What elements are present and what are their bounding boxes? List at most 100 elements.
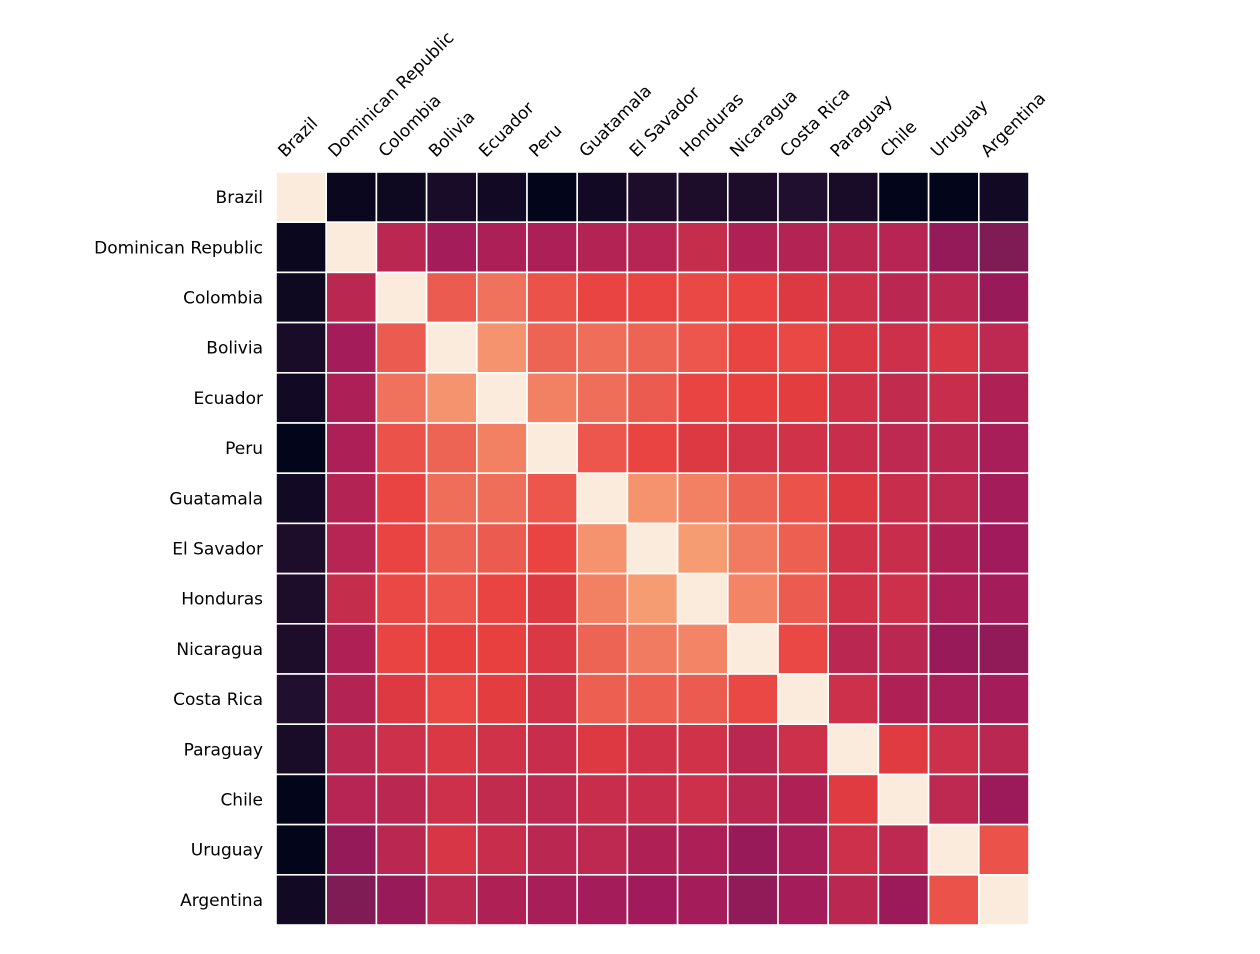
heatmap-cell bbox=[626, 572, 679, 625]
heatmap-cell bbox=[475, 723, 528, 776]
heatmap-cell bbox=[927, 221, 980, 274]
heatmap-cell bbox=[425, 723, 478, 776]
heatmap-cell bbox=[425, 622, 478, 675]
y-tick-label: Ecuador bbox=[194, 389, 263, 409]
heatmap-cell bbox=[475, 472, 528, 525]
heatmap-cell bbox=[475, 673, 528, 726]
heatmap-cell bbox=[626, 321, 679, 374]
heatmap-cell bbox=[726, 572, 779, 625]
heatmap-cell bbox=[576, 422, 629, 475]
heatmap-cell bbox=[375, 572, 428, 625]
heatmap-cell bbox=[777, 171, 830, 224]
heatmap-cell bbox=[827, 422, 880, 475]
y-tick-label: Uruguay bbox=[191, 841, 263, 861]
heatmap-cell bbox=[777, 873, 830, 926]
heatmap-cell bbox=[927, 622, 980, 675]
heatmap-cell bbox=[325, 271, 378, 324]
heatmap-cell bbox=[877, 673, 930, 726]
heatmap-cell bbox=[777, 321, 830, 374]
heatmap-cell bbox=[475, 773, 528, 826]
heatmap-cell bbox=[927, 371, 980, 424]
heatmap-cell bbox=[576, 873, 629, 926]
heatmap-cell bbox=[676, 522, 729, 575]
heatmap-cell bbox=[827, 572, 880, 625]
heatmap-cell bbox=[475, 171, 528, 224]
heatmap-cell bbox=[475, 271, 528, 324]
y-tick-label: Guatamala bbox=[169, 489, 263, 509]
heatmap-cell bbox=[626, 823, 679, 876]
heatmap-cell bbox=[576, 171, 629, 224]
heatmap-cell bbox=[726, 522, 779, 575]
heatmap-cell bbox=[927, 873, 980, 926]
heatmap-cell bbox=[275, 271, 328, 324]
heatmap-cell bbox=[827, 271, 880, 324]
heatmap-cell bbox=[877, 472, 930, 525]
heatmap-cell bbox=[827, 171, 880, 224]
heatmap-cell bbox=[777, 221, 830, 274]
heatmap-cell bbox=[626, 522, 679, 575]
heatmap-cell bbox=[325, 171, 378, 224]
heatmap-cell bbox=[375, 371, 428, 424]
heatmap-cell bbox=[526, 572, 579, 625]
heatmap-cell bbox=[325, 321, 378, 374]
heatmap-cell bbox=[576, 823, 629, 876]
heatmap-cell bbox=[877, 271, 930, 324]
heatmap-cell bbox=[777, 773, 830, 826]
heatmap-cell bbox=[576, 271, 629, 324]
heatmap-cell bbox=[325, 823, 378, 876]
heatmap-cell bbox=[475, 371, 528, 424]
heatmap-cell bbox=[626, 271, 679, 324]
heatmap-cell bbox=[425, 221, 478, 274]
heatmap-cell bbox=[626, 723, 679, 776]
heatmap-cell bbox=[526, 723, 579, 776]
heatmap-cell bbox=[475, 823, 528, 876]
heatmap-cell bbox=[375, 723, 428, 776]
heatmap-cell bbox=[676, 221, 729, 274]
y-tick-label: Bolivia bbox=[206, 339, 263, 359]
heatmap-cell bbox=[626, 673, 679, 726]
heatmap-cell bbox=[526, 171, 579, 224]
heatmap-cell bbox=[877, 622, 930, 675]
heatmap-cell bbox=[275, 572, 328, 625]
heatmap-cell bbox=[425, 422, 478, 475]
heatmap-cell bbox=[275, 371, 328, 424]
heatmap-cell bbox=[275, 823, 328, 876]
heatmap-cell bbox=[425, 271, 478, 324]
heatmap-cell bbox=[475, 321, 528, 374]
heatmap-cell bbox=[977, 371, 1030, 424]
heatmap-cell bbox=[777, 622, 830, 675]
heatmap-cell bbox=[475, 572, 528, 625]
heatmap-cell bbox=[726, 673, 779, 726]
heatmap-cell bbox=[526, 422, 579, 475]
heatmap-cell bbox=[526, 673, 579, 726]
x-tick-labels: Brazil Dominican RepublicColombiaBoliviaE… bbox=[274, 28, 1050, 162]
heatmap-cell bbox=[375, 271, 428, 324]
heatmap-cell bbox=[275, 673, 328, 726]
heatmap-cell bbox=[626, 773, 679, 826]
heatmap-cell bbox=[676, 572, 729, 625]
heatmap-cell bbox=[726, 271, 779, 324]
heatmap-cell bbox=[827, 472, 880, 525]
heatmap-cell bbox=[325, 673, 378, 726]
heatmap-cell bbox=[425, 673, 478, 726]
heatmap-cell bbox=[526, 622, 579, 675]
heatmap-cell bbox=[927, 723, 980, 776]
heatmap-cell bbox=[827, 321, 880, 374]
heatmap-cell bbox=[927, 572, 980, 625]
y-tick-label: Paraguay bbox=[184, 740, 263, 760]
heatmap-cell bbox=[375, 472, 428, 525]
heatmap-cell bbox=[676, 321, 729, 374]
heatmap-cell bbox=[425, 472, 478, 525]
heatmap-cell bbox=[726, 321, 779, 374]
heatmap-cell bbox=[325, 221, 378, 274]
heatmap-cell bbox=[927, 823, 980, 876]
heatmap-cell bbox=[977, 321, 1030, 374]
heatmap-cell bbox=[977, 522, 1030, 575]
heatmap-cell bbox=[526, 321, 579, 374]
heatmap-cell bbox=[626, 873, 679, 926]
heatmap-cell bbox=[977, 271, 1030, 324]
heatmap-cell bbox=[726, 622, 779, 675]
heatmap-cell bbox=[977, 873, 1030, 926]
heatmap-cell bbox=[375, 171, 428, 224]
y-tick-label: Brazil bbox=[216, 188, 263, 208]
